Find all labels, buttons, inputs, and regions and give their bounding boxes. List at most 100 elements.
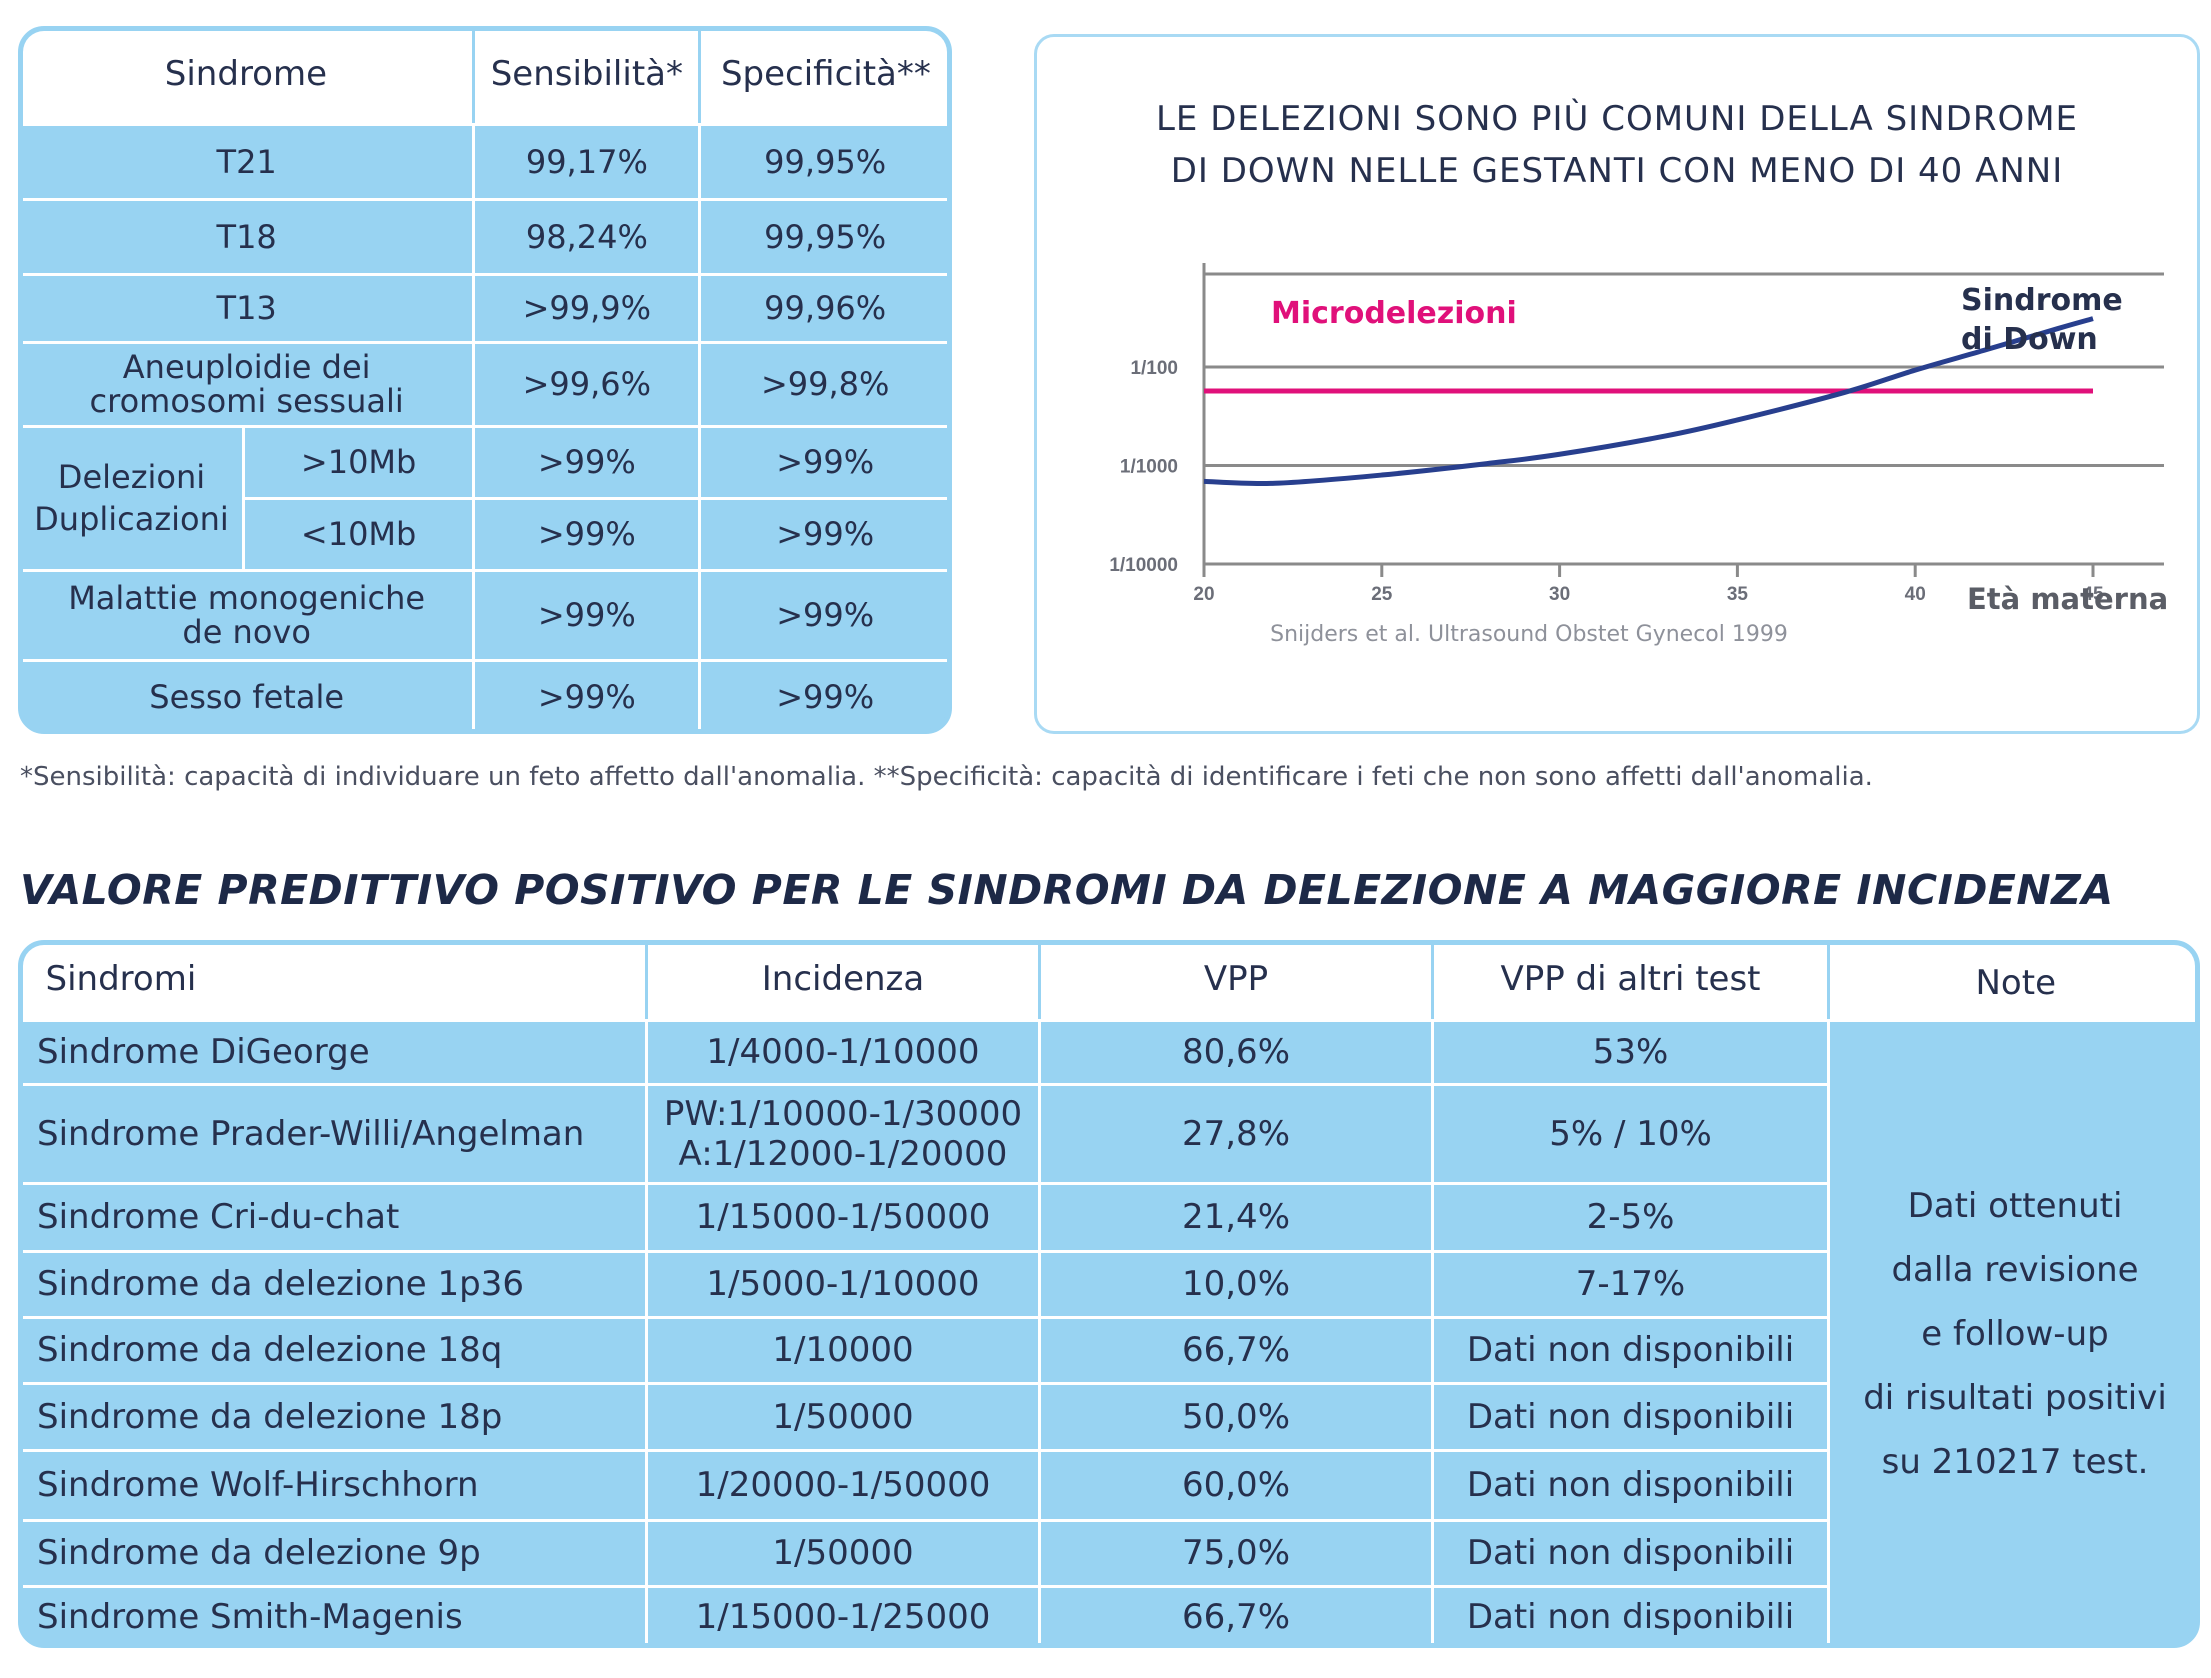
row-specificity: >99% (698, 496, 947, 572)
row-incidence: 1/4000-1/10000 (645, 1018, 1041, 1086)
table-row: Sindrome da delezione 18p 1/50000 50,0% … (23, 1381, 2195, 1452)
x-tick-label: 35 (1727, 584, 1749, 605)
row-sensitivity: >99% (472, 496, 702, 572)
row-incidence: 1/5000-1/10000 (645, 1249, 1041, 1319)
row-ppv: 75,0% (1038, 1518, 1434, 1588)
chart-title-line: LE DELEZIONI SONO PIÙ COMUNI DELLA SINDR… (1155, 99, 2079, 139)
row-subname: >10Mb (241, 424, 476, 500)
table-row: <10Mb >99% >99% (23, 496, 947, 572)
x-tick-label: 25 (1371, 584, 1393, 605)
row-sensitivity: >99% (472, 658, 702, 729)
header-sindromi: Sindromi (23, 945, 648, 1022)
x-tick-label: 20 (1193, 584, 1214, 605)
ppv-table-container: Sindromi Incidenza VPP VPP di altri test… (18, 940, 2200, 1648)
table-row: Delezioni Duplicazioni >10Mb >99% >99% (23, 424, 947, 572)
row-syndrome: Sindrome Prader-Willi/Angelman (23, 1082, 648, 1185)
table-row: Sindrome da delezione 1p36 1/5000-1/1000… (23, 1249, 2195, 1319)
sensitivity-table: Sindrome Sensibilità* Specificità** T21 … (23, 31, 947, 729)
footnote: *Sensibilità: capacità di individuare un… (20, 762, 1873, 792)
row-specificity: >99% (698, 424, 947, 500)
row-name: T13 (23, 272, 476, 344)
x-axis-label: Età materna (1967, 582, 2168, 616)
y-tick-label: 1/100 (1130, 358, 1178, 379)
row-sensitivity: 98,24% (472, 197, 702, 276)
table-row: Sesso fetale >99% >99% (23, 658, 947, 729)
row-name-line: Aneuploidie dei (122, 348, 371, 386)
row-specificity: 99,96% (698, 272, 947, 344)
row-sensitivity: 99,17% (472, 122, 702, 201)
row-incidence: PW:1/10000-1/30000 A:1/12000-1/20000 (645, 1082, 1041, 1185)
table-row: Sindrome Prader-Willi/Angelman PW:1/1000… (23, 1082, 2195, 1185)
header-sindrome: Sindrome (23, 31, 476, 126)
header-note: Note (1827, 945, 2195, 1022)
row-specificity: 99,95% (698, 122, 947, 201)
series-line-sindrome-di-down (1203, 316, 2094, 486)
row-ppv: 66,7% (1038, 1315, 1434, 1385)
section-heading: VALORE PREDITTIVO POSITIVO PER LE SINDRO… (20, 866, 2114, 914)
table-row: T18 98,24% 99,95% (23, 197, 947, 276)
series-label-sindrome-line1: Sindrome (1961, 283, 2123, 318)
row-incidence: 1/15000-1/25000 (645, 1584, 1041, 1643)
chart-title: LE DELEZIONI SONO PIÙ COMUNI DELLA SINDR… (1037, 93, 2197, 197)
row-group-line: Delezioni (57, 458, 206, 496)
table-row: Malattie monogeniche de novo >99% >99% (23, 568, 947, 662)
row-ppv: 21,4% (1038, 1181, 1434, 1253)
table-row: Aneuploidie dei cromosomi sessuali >99,6… (23, 340, 947, 428)
row-ppv: 27,8% (1038, 1082, 1434, 1185)
row-other-ppv: 5% / 10% (1431, 1082, 1830, 1185)
row-syndrome: Sindrome da delezione 18q (23, 1315, 648, 1385)
table-row: T21 99,17% 99,95% (23, 122, 947, 201)
row-syndrome: Sindrome da delezione 1p36 (23, 1249, 648, 1319)
row-specificity: >99% (698, 568, 947, 662)
row-subname: <10Mb (241, 496, 476, 572)
table-row: Sindrome da delezione 9p 1/50000 75,0% D… (23, 1518, 2195, 1588)
series-label-microdelezioni: Microdelezioni (1271, 296, 1517, 331)
row-syndrome: Sindrome Cri-du-chat (23, 1181, 648, 1253)
chart-source: Snijders et al. Ultrasound Obstet Gyneco… (1270, 622, 1788, 647)
row-ppv: 60,0% (1038, 1448, 1434, 1522)
row-name-line: de novo (182, 613, 311, 651)
sensitivity-table-container: Sindrome Sensibilità* Specificità** T21 … (18, 26, 952, 734)
table-header-row: Sindrome Sensibilità* Specificità** (23, 31, 947, 126)
row-group-line: Duplicazioni (34, 500, 229, 538)
row-name-line: Malattie monogeniche (68, 579, 426, 617)
table-header-row: Sindromi Incidenza VPP VPP di altri test… (23, 945, 2195, 1022)
y-tick-label: 1/1000 (1120, 457, 1178, 478)
table-row: Sindrome DiGeorge 1/4000-1/10000 80,6% 5… (23, 1018, 2195, 1643)
row-ppv: 66,7% (1038, 1584, 1434, 1643)
row-incidence: 1/20000-1/50000 (645, 1448, 1041, 1522)
row-specificity: 99,95% (698, 197, 947, 276)
row-incidence: 1/50000 (645, 1518, 1041, 1588)
row-other-ppv: Dati non disponibili (1431, 1381, 1830, 1452)
row-other-ppv: Dati non disponibili (1431, 1448, 1830, 1522)
header-vpp: VPP (1038, 945, 1434, 1022)
row-other-ppv: Dati non disponibili (1431, 1584, 1830, 1643)
row-other-ppv: 53% (1431, 1018, 1830, 1086)
row-sensitivity: >99,6% (472, 340, 702, 428)
x-tick-label: 30 (1549, 584, 1570, 605)
y-tick-label: 1/10000 (1109, 555, 1178, 576)
row-name: Malattie monogeniche de novo (23, 568, 476, 662)
row-sensitivity: >99% (472, 424, 702, 500)
row-ppv: 10,0% (1038, 1249, 1434, 1319)
x-tick-label: 40 (1905, 584, 1926, 605)
ppv-table: Sindromi Incidenza VPP VPP di altri test… (23, 945, 2195, 1643)
row-name: T21 (23, 122, 476, 201)
row-incidence: 1/15000-1/50000 (645, 1181, 1041, 1253)
row-syndrome: Sindrome DiGeorge (23, 1018, 648, 1086)
row-name: Sesso fetale (23, 658, 476, 729)
note-line: di risultati positivi (1863, 1378, 2167, 1418)
table-row: Sindrome Smith-Magenis 1/15000-1/25000 6… (23, 1584, 2195, 1643)
header-sensibilita: Sensibilità* (472, 31, 702, 126)
header-specificita: Specificità** (698, 31, 947, 126)
note-line: Dati ottenuti (1907, 1186, 2123, 1226)
row-incidence: 1/10000 (645, 1315, 1041, 1385)
row-other-ppv: 7-17% (1431, 1249, 1830, 1319)
row-group-name: Delezioni Duplicazioni (23, 424, 245, 572)
table-row: Sindrome Cri-du-chat 1/15000-1/50000 21,… (23, 1181, 2195, 1253)
row-other-ppv: 2-5% (1431, 1181, 1830, 1253)
note-cell: Dati ottenuti dalla revisione e follow-u… (1827, 1018, 2195, 1643)
row-incidence-line: PW:1/10000-1/30000 (663, 1093, 1023, 1134)
row-name: Aneuploidie dei cromosomi sessuali (23, 340, 476, 428)
row-incidence-line: A:1/12000-1/20000 (678, 1133, 1008, 1174)
